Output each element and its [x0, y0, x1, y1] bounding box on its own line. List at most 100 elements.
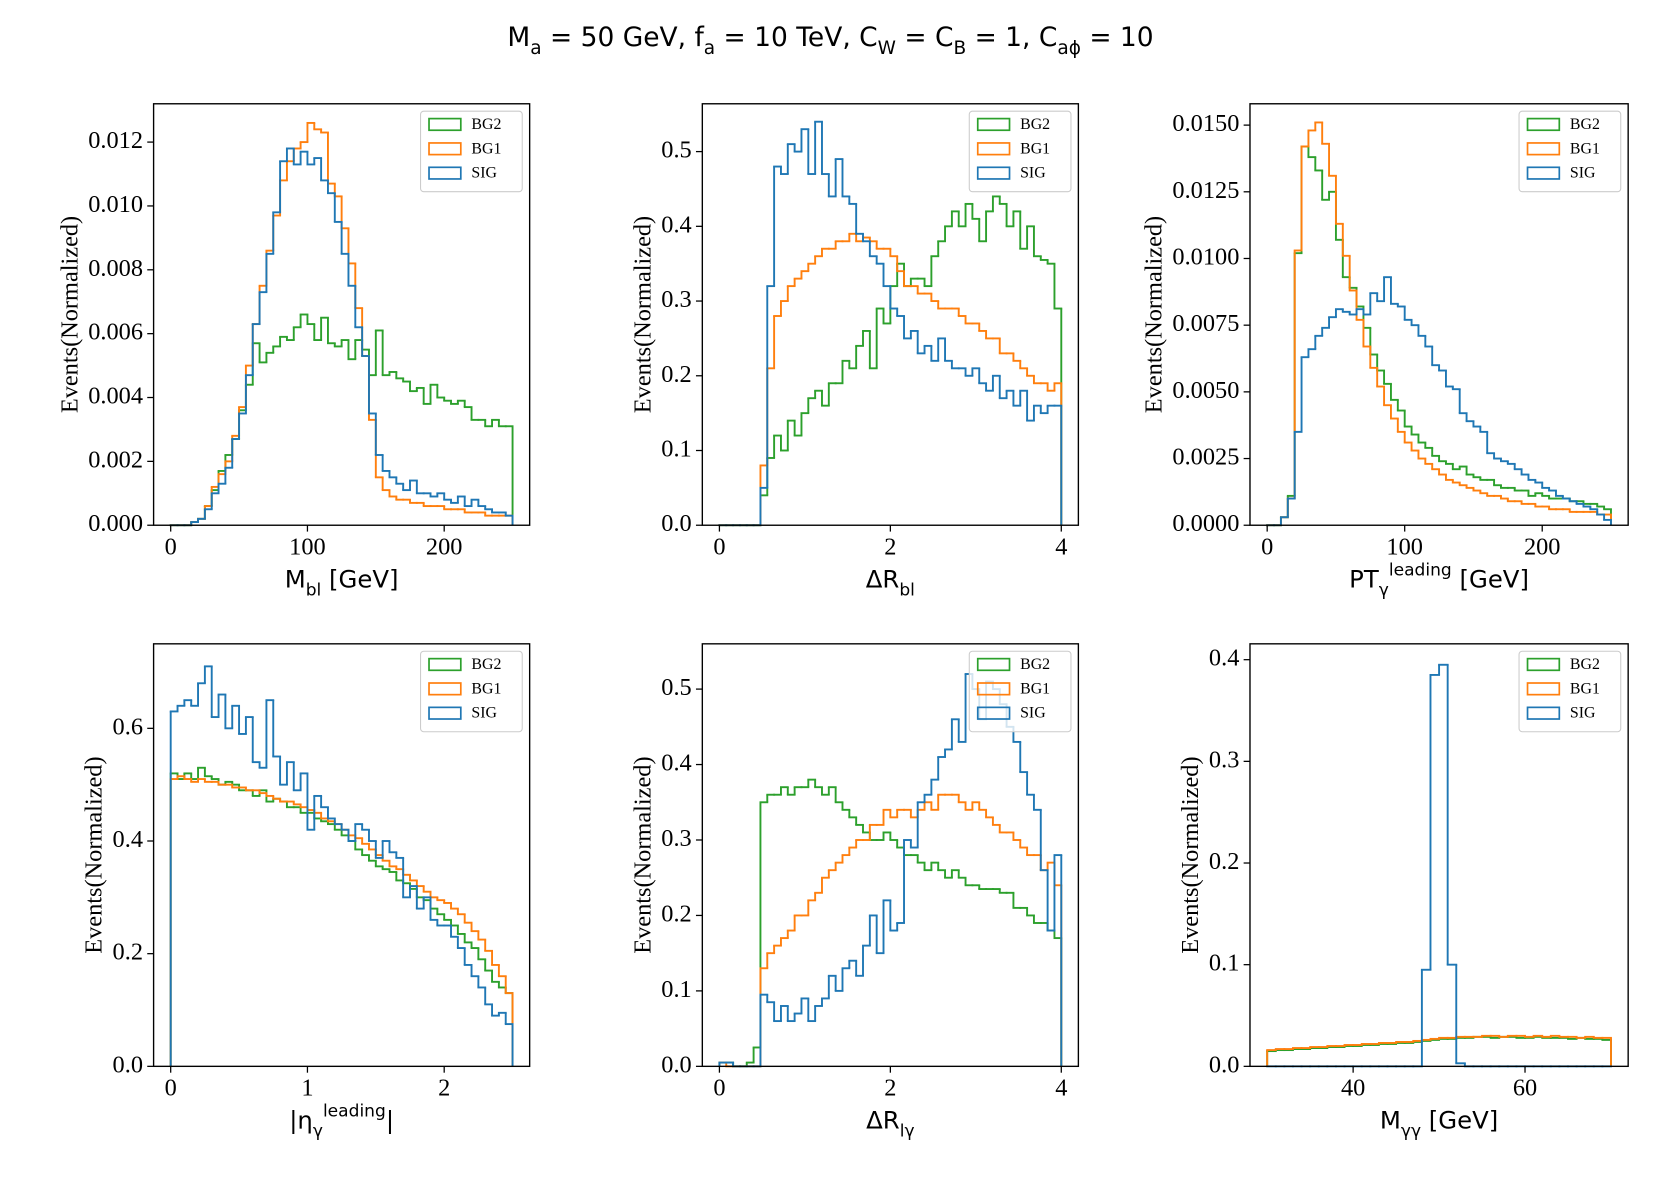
x-tick-label: 0 — [165, 533, 177, 560]
legend-swatch — [428, 142, 462, 156]
x-tick-label: 4 — [1055, 533, 1067, 560]
y-tick-label: 0.002 — [88, 446, 143, 473]
legend-label: SIG — [471, 704, 497, 721]
x-axis-label: Mbl [GeV] — [285, 564, 399, 600]
y-tick-label: 0.1 — [1209, 949, 1239, 976]
x-axis-label: ΔRbl — [866, 564, 915, 600]
y-tick-label: 0.0150 — [1172, 110, 1239, 137]
y-axis-label: Events(Normalized) — [629, 756, 656, 953]
legend-label: BG2 — [1020, 656, 1050, 673]
legend-label: BG2 — [1570, 116, 1600, 133]
y-tick-label: 0.5 — [661, 674, 691, 701]
y-tick-label: 0.012 — [88, 127, 143, 154]
y-tick-label: 0.0075 — [1172, 310, 1239, 337]
y-tick-label: 0.4 — [113, 826, 143, 853]
y-tick-label: 0.1 — [661, 435, 691, 462]
legend-label: BG2 — [471, 116, 501, 133]
legend-swatch — [428, 682, 462, 696]
legend-label: BG1 — [471, 140, 501, 157]
subplot: 0.000 0.002 0.004 0.006 0.008 0.010 0.012 0 100 2… — [56, 103, 531, 600]
x-axis-label: PTγleading [GeV] — [1349, 560, 1529, 600]
x-tick-label: 100 — [289, 533, 326, 560]
legend-label: SIG — [1570, 704, 1596, 721]
x-axis-label: ΔRlγ — [866, 1105, 914, 1141]
x-tick-label: 200 — [426, 533, 463, 560]
x-tick-label: 0 — [1261, 533, 1273, 560]
y-tick-label: 0.0025 — [1172, 443, 1239, 470]
y-axis-label: Events(Normalized) — [56, 216, 83, 413]
y-tick-label: 0.4 — [661, 211, 691, 238]
y-tick-label: 0.2 — [113, 938, 143, 965]
legend-label: SIG — [1020, 164, 1046, 181]
legend: BG2 BG1 SIG — [968, 650, 1072, 733]
legend-swatch — [976, 142, 1011, 156]
legend-swatch — [976, 117, 1011, 132]
x-axis-label: |ηγleading| — [289, 1101, 394, 1141]
legend-swatch — [428, 706, 462, 720]
legend-label: BG2 — [1570, 656, 1600, 673]
x-tick-label: 2 — [438, 1074, 450, 1101]
y-tick-label: 0.0 — [113, 1051, 143, 1078]
subplot: 0.0000 0.0025 0.0050 0.0075 0.0100 0.0125 0.01… — [1140, 103, 1629, 600]
y-axis-label: Events(Normalized) — [629, 216, 656, 413]
legend-swatch — [1526, 682, 1561, 696]
y-tick-label: 0.0 — [661, 510, 691, 537]
y-tick-label: 0.3 — [661, 286, 691, 313]
legend-frame — [420, 110, 523, 193]
subplot: 0.0 0.1 0.2 0.3 0.4 40 60 Mγγ [GeV] Events(Norma… — [1177, 643, 1629, 1141]
y-axis-label: Events(Normalized) — [1177, 756, 1204, 953]
y-tick-label: 0.0 — [1209, 1051, 1239, 1078]
legend-label: BG1 — [1570, 680, 1600, 697]
axes-frame — [152, 643, 531, 1068]
x-tick-label: 0 — [713, 1074, 725, 1101]
figure-title: Ma = 50 GeV, fa = 10 TeV, CW = CB = 1, C… — [507, 22, 1153, 59]
legend-swatch — [1526, 706, 1561, 720]
x-axis-label: Mγγ [GeV] — [1380, 1105, 1498, 1141]
subplot: 0.0 0.2 0.4 0.6 0 1 2 |ηγleading| Events(Normali… — [80, 643, 531, 1141]
y-tick-label: 0.1 — [661, 975, 691, 1002]
legend-swatch — [976, 682, 1011, 696]
legend-label: BG1 — [1020, 140, 1050, 157]
y-tick-label: 0.0 — [661, 1051, 691, 1078]
legend-frame — [1518, 110, 1622, 193]
legend-swatch — [1526, 117, 1561, 132]
legend-label: SIG — [1570, 164, 1596, 181]
legend-label: BG1 — [471, 680, 501, 697]
x-tick-label: 200 — [1524, 533, 1561, 560]
legend-swatch — [1526, 657, 1561, 672]
x-tick-label: 60 — [1513, 1074, 1537, 1101]
y-tick-label: 0.6 — [113, 713, 143, 740]
y-tick-label: 0.3 — [661, 825, 691, 852]
y-axis-label: Events(Normalized) — [80, 756, 107, 953]
legend-swatch — [428, 657, 462, 672]
x-tick-label: 4 — [1055, 1074, 1067, 1101]
y-tick-label: 0.5 — [661, 136, 691, 163]
legend: BG2 BG1 SIG — [420, 110, 523, 193]
y-tick-label: 0.006 — [88, 318, 143, 345]
legend-label: BG2 — [1020, 116, 1050, 133]
legend-frame — [968, 650, 1072, 733]
legend-label: SIG — [471, 164, 497, 181]
legend-label: BG1 — [1570, 140, 1600, 157]
legend-swatch — [428, 117, 462, 132]
legend: BG2 BG1 SIG — [1518, 110, 1622, 193]
legend: BG2 BG1 SIG — [1518, 650, 1622, 733]
legend-swatch — [1526, 166, 1561, 180]
legend-frame — [1518, 650, 1622, 733]
y-tick-label: 0.0125 — [1172, 176, 1239, 203]
legend: BG2 BG1 SIG — [968, 110, 1072, 193]
legend-frame — [968, 110, 1072, 193]
x-tick-label: 40 — [1341, 1074, 1365, 1101]
y-tick-label: 0.2 — [661, 360, 691, 387]
legend-swatch — [1526, 142, 1561, 156]
legend: BG2 BG1 SIG — [420, 650, 523, 733]
subplot: 0.0 0.1 0.2 0.3 0.4 0.5 0 2 4 ΔRbl Events(Normaliz… — [629, 103, 1080, 600]
axes-frame — [1249, 103, 1629, 526]
y-tick-label: 0.000 — [88, 510, 143, 537]
y-tick-label: 0.0000 — [1172, 510, 1239, 537]
axes-frame — [1249, 643, 1629, 1068]
legend-swatch — [428, 166, 462, 180]
y-tick-label: 0.008 — [88, 254, 143, 281]
